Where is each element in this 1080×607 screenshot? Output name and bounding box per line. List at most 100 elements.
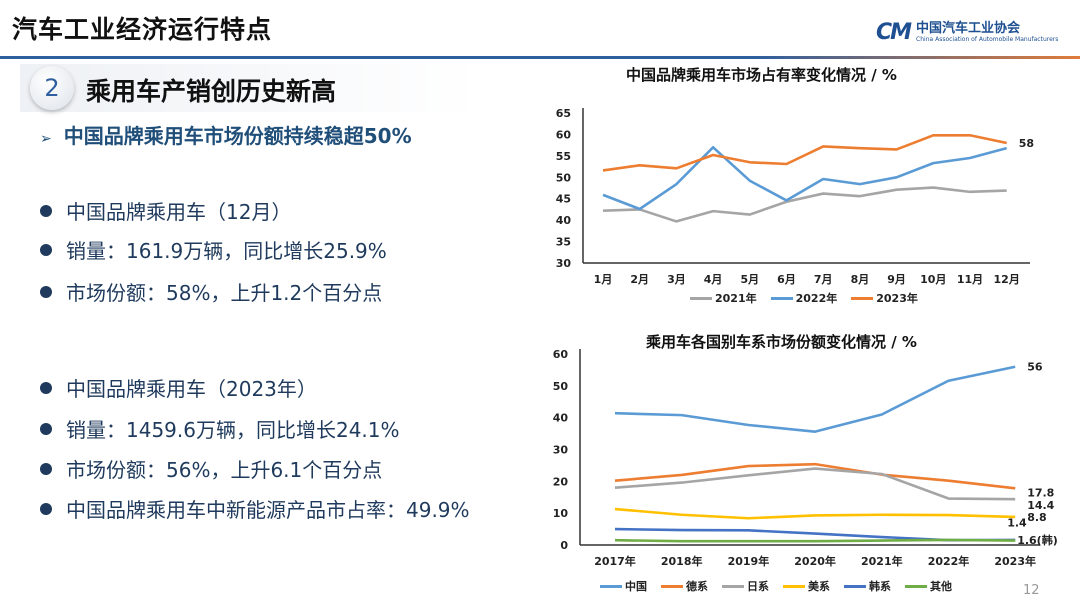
y-tick-label: 45 <box>556 193 571 206</box>
series-line-2023年 <box>602 133 1007 172</box>
y-tick-label: 50 <box>556 171 572 184</box>
legend-swatch <box>844 584 866 588</box>
data-label: 1.6(韩) <box>1017 533 1058 547</box>
y-tick-label: 60 <box>553 348 569 361</box>
bullet-dot-icon <box>40 422 52 435</box>
bullet-item: 销量：1459.6万辆，同比增长24.1% <box>40 414 400 443</box>
x-tick-label: 1月 <box>594 273 613 286</box>
x-tick-label: 3月 <box>667 273 686 286</box>
series-line-中国 <box>614 365 1016 433</box>
y-tick-label: 40 <box>553 412 569 425</box>
y-tick-label: 30 <box>556 257 572 270</box>
bullet-text: 市场份额：56%，上升6.1个百分点 <box>66 458 383 482</box>
chart2-legend: 中国 德系 日系 美系 韩系 其他 <box>600 578 952 594</box>
x-tick-label: 10月 <box>920 273 946 286</box>
x-tick-label: 2017年 <box>594 554 636 568</box>
bullet-item: 中国品牌乘用车（12月） <box>40 196 291 225</box>
series-line-2021年 <box>602 186 1007 223</box>
series-line-2022年 <box>602 145 1008 211</box>
y-tick-label: 60 <box>556 128 572 141</box>
caam-logo: CM 中国汽车工业协会 China Association of Automob… <box>876 20 1058 45</box>
series-line-韩系 <box>614 527 1016 542</box>
x-tick-label: 2月 <box>630 273 649 286</box>
x-tick-label: 5月 <box>740 273 759 286</box>
y-tick-label: 30 <box>553 444 569 457</box>
bullet-text: 中国品牌乘用车（2023年） <box>66 377 317 401</box>
bullet-text: 市场份额：58%，上升1.2个百分点 <box>66 281 383 305</box>
bullet-dot-icon <box>40 204 52 217</box>
page-number: 12 <box>1023 583 1040 598</box>
x-tick-label: 2023年 <box>994 554 1036 568</box>
series-line-其他 <box>614 538 1016 543</box>
legend-item: 中国 <box>600 578 647 594</box>
chart1-legend: 2021年 2022年 2023年 <box>690 290 918 306</box>
legend-item: 日系 <box>722 578 769 594</box>
legend-label: 美系 <box>808 580 830 593</box>
data-label: 17.8 <box>1027 486 1054 499</box>
legend-item: 其他 <box>905 578 952 594</box>
bullet-item: 销量：161.9万辆，同比增长25.9% <box>40 235 387 264</box>
series-line-德系 <box>614 462 1016 490</box>
bullet-text: 销量：1459.6万辆，同比增长24.1% <box>66 418 400 442</box>
x-tick-label: 6月 <box>777 273 796 286</box>
legend-item: 2022年 <box>770 290 838 306</box>
legend-label: 2021年 <box>715 292 757 305</box>
legend-item: 德系 <box>661 578 708 594</box>
y-tick-label: 40 <box>556 214 572 227</box>
legend-label: 2022年 <box>795 292 838 305</box>
legend-swatch <box>722 584 744 588</box>
logo-name-cn: 中国汽车工业协会 <box>916 20 1021 36</box>
x-tick-label: 12月 <box>994 273 1020 286</box>
section-number-badge: 2 <box>30 66 74 110</box>
bullet-dot-icon <box>40 381 52 394</box>
y-tick-label: 10 <box>553 507 569 520</box>
legend-swatch <box>770 296 793 300</box>
legend-label: 其他 <box>930 580 952 593</box>
legend-label: 日系 <box>747 580 769 593</box>
legend-swatch <box>783 584 805 588</box>
legend-label: 2023年 <box>876 292 918 305</box>
y-tick-label: 55 <box>556 150 571 163</box>
data-label: 1.4 <box>1007 517 1027 530</box>
logo-name-en: China Association of Automobile Manufact… <box>916 35 1059 43</box>
page-title: 汽车工业经济运行特点 <box>12 15 273 44</box>
bullet-dot-icon <box>40 243 52 256</box>
bullet-item: 市场份额：58%，上升1.2个百分点 <box>40 277 382 306</box>
header-divider <box>0 56 1080 59</box>
section-banner <box>20 64 480 112</box>
legend-label: 中国 <box>625 580 647 593</box>
legend-swatch <box>905 584 927 588</box>
bullet-text: 销量：161.9万辆，同比增长25.9% <box>66 239 387 263</box>
subtitle-text: 中国品牌乘用车市场份额持续稳超50% <box>63 124 412 148</box>
section-title: 乘用车产销创历史新高 <box>86 77 337 106</box>
bullet-text: 中国品牌乘用车中新能源产品市占率：49.9% <box>66 498 470 522</box>
bullet-item: 中国品牌乘用车中新能源产品市占率：49.9% <box>40 494 470 523</box>
x-tick-label: 2019年 <box>728 554 770 568</box>
legend-label: 韩系 <box>869 580 891 593</box>
x-tick-label: 8月 <box>851 273 870 286</box>
data-label: 14.4 <box>1027 499 1054 512</box>
x-tick-label: 11月 <box>957 273 983 286</box>
x-tick-label: 7月 <box>814 273 833 286</box>
x-tick-label: 2018年 <box>661 554 703 568</box>
y-tick-label: 0 <box>560 539 568 552</box>
section-subtitle: ➢ 中国品牌乘用车市场份额持续稳超50% <box>40 120 412 149</box>
x-tick-label: 9月 <box>887 273 906 286</box>
legend-item: 美系 <box>783 578 830 594</box>
legend-swatch <box>851 296 874 300</box>
y-tick-label: 20 <box>553 475 569 488</box>
x-tick-label: 4月 <box>704 273 723 286</box>
legend-item: 韩系 <box>844 578 891 594</box>
bullet-item: 市场份额：56%，上升6.1个百分点 <box>40 454 382 483</box>
series-line-日系 <box>614 467 1016 501</box>
x-tick-label: 2021年 <box>861 554 903 568</box>
bullet-text: 中国品牌乘用车（12月） <box>66 200 292 224</box>
series-line-美系 <box>614 507 1016 520</box>
legend-item: 2023年 <box>851 290 918 306</box>
y-tick-label: 50 <box>553 380 569 393</box>
bullet-dot-icon <box>40 462 52 475</box>
data-label: 56 <box>1027 361 1043 374</box>
bullet-item: 中国品牌乘用车（2023年） <box>40 373 317 402</box>
